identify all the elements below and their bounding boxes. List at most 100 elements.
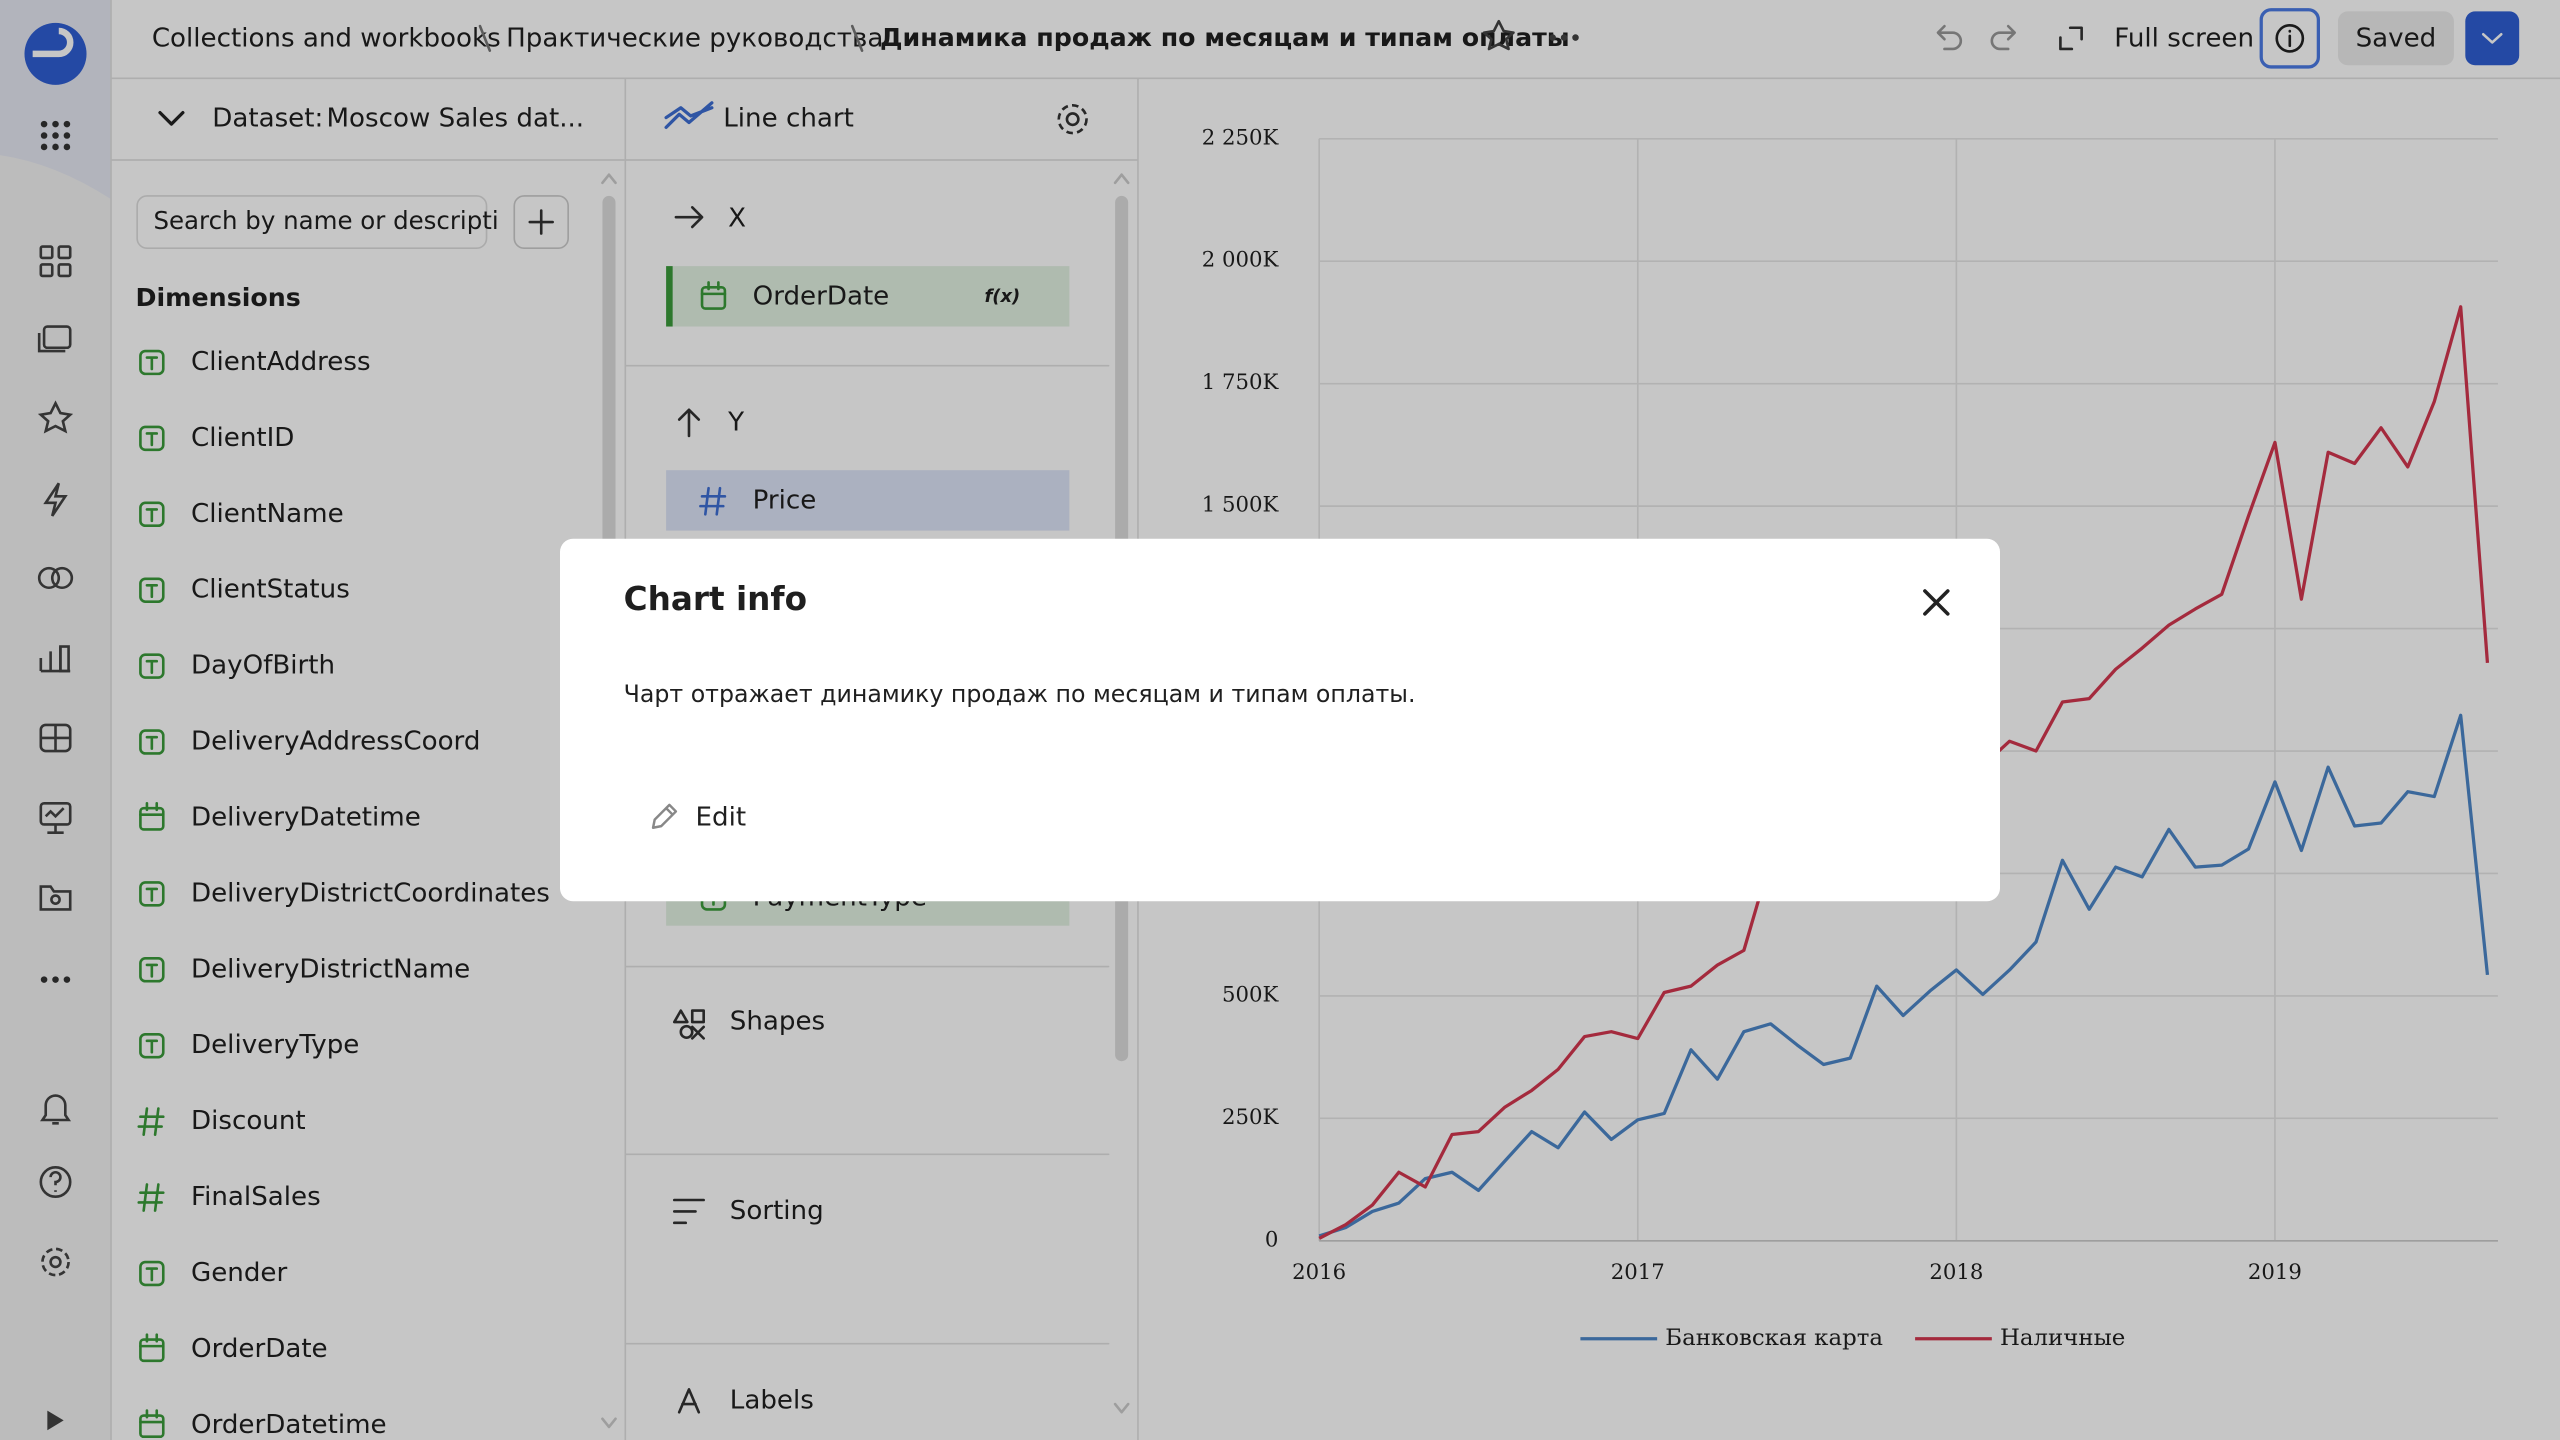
- close-button[interactable]: [1923, 589, 1950, 616]
- favorite-icon: [1482, 19, 1515, 51]
- visualization-name[interactable]: Line chart: [723, 104, 854, 134]
- edit-button[interactable]: Edit: [696, 802, 747, 832]
- fullscreen-icon: [2059, 26, 2083, 51]
- edit-icon: [651, 803, 678, 829]
- section-title[interactable]: Shapes: [730, 1007, 825, 1037]
- text-type-glyph: [145, 1267, 159, 1282]
- section-title[interactable]: Sorting: [730, 1196, 824, 1226]
- apps-icon: [40, 120, 71, 151]
- dataset-name[interactable]: Moscow Sales dat...: [327, 104, 585, 134]
- text-type-glyph: [145, 584, 159, 599]
- field-item[interactable]: DeliveryDistrictCoordinates: [191, 878, 550, 908]
- more-dot: [1572, 34, 1579, 41]
- save-menu-button[interactable]: [2465, 11, 2520, 66]
- collapse-icon: [158, 111, 185, 126]
- close-hit-area[interactable]: [1913, 580, 1959, 626]
- redo-icon: [1990, 24, 2016, 51]
- text-type-glyph: [145, 1039, 159, 1054]
- logo-mark: [32, 27, 74, 58]
- text-type-icon: [139, 349, 165, 376]
- section-title: Y: [727, 407, 744, 437]
- field-chip[interactable]: [666, 266, 1070, 327]
- scrollbar: [602, 195, 616, 572]
- sorting-icon: [672, 1198, 705, 1225]
- plus-icon: [528, 209, 554, 235]
- series-line: [1318, 713, 2490, 1238]
- y-tick-label: 500K: [1222, 982, 1280, 1007]
- field-item[interactable]: OrderDatetime: [191, 1410, 387, 1440]
- text-type-glyph: [145, 735, 159, 750]
- field-item[interactable]: DeliveryType: [191, 1030, 359, 1060]
- text-type-icon: [139, 501, 165, 528]
- text-type-glyph: [145, 963, 159, 978]
- field-item[interactable]: ClientStatus: [191, 575, 350, 605]
- field-item[interactable]: DeliveryAddressCoord: [191, 727, 480, 757]
- x-tick-label: 2019: [2248, 1260, 2302, 1285]
- text-type-icon: [139, 1260, 165, 1287]
- modal-title: Chart info: [624, 580, 807, 618]
- line-chart-icon: [664, 101, 714, 129]
- text-type-glyph: [145, 432, 159, 447]
- text-type-icon: [139, 577, 165, 603]
- breadcrumb-separator: [850, 24, 864, 52]
- breadcrumb[interactable]: Динамика продаж по месяцам и типам оплат…: [880, 23, 1570, 52]
- shapes-icon: [672, 1009, 705, 1040]
- number-type-icon: [137, 1183, 165, 1212]
- nav-rail: [0, 0, 112, 1440]
- section-title: X: [728, 203, 746, 233]
- field-chip-label[interactable]: Price: [753, 486, 817, 516]
- text-type-icon: [139, 1032, 165, 1059]
- settings-icon[interactable]: [1057, 104, 1088, 135]
- search-placeholder: Search by name or descripti: [153, 206, 498, 235]
- breadcrumb[interactable]: Collections and workbooks: [152, 24, 501, 54]
- text-type-glyph: [145, 659, 159, 674]
- section-title[interactable]: Labels: [730, 1385, 814, 1415]
- field-item[interactable]: Discount: [191, 1106, 306, 1136]
- field-chip-accent: [666, 266, 673, 327]
- date-type-glyph: [700, 281, 727, 296]
- date-type-icon: [139, 1338, 165, 1363]
- nav-expand: [47, 1410, 64, 1431]
- field-item[interactable]: OrderDate: [191, 1334, 328, 1364]
- x-tick-label: 2018: [1929, 1260, 1983, 1285]
- field-item[interactable]: DeliveryDistrictName: [191, 954, 470, 984]
- scroll-down: [1113, 1402, 1130, 1414]
- text-type-glyph: [145, 887, 159, 902]
- field-item[interactable]: FinalSales: [191, 1182, 321, 1212]
- more-dot: [1560, 34, 1568, 41]
- field-item[interactable]: Gender: [191, 1258, 287, 1288]
- breadcrumb-separator: [478, 24, 492, 52]
- date-type-icon: [139, 806, 165, 831]
- breadcrumb[interactable]: Практические руководства: [506, 24, 883, 54]
- field-item[interactable]: ClientID: [191, 423, 294, 453]
- date-type-icon: [700, 286, 727, 310]
- arrow-right-icon: [674, 206, 704, 229]
- text-type-icon: [139, 957, 165, 983]
- legend-label[interactable]: Наличные: [2000, 1325, 2125, 1351]
- date-type-icon: [139, 1414, 165, 1439]
- saved-button[interactable]: [2337, 11, 2454, 66]
- search-input[interactable]: [136, 195, 488, 249]
- field-item[interactable]: DeliveryDatetime: [191, 802, 421, 832]
- saved-label[interactable]: Saved: [2356, 24, 2437, 54]
- y-tick-label: 0: [1265, 1227, 1279, 1252]
- modal-text: Чарт отражает динамику продаж по месяцам…: [624, 680, 1416, 708]
- date-type-glyph: [139, 1333, 165, 1348]
- y-tick-label: 1 750K: [1202, 370, 1280, 395]
- settings-icon: [1065, 112, 1080, 127]
- field-chip[interactable]: [666, 470, 1070, 531]
- nav-more: [40, 976, 71, 983]
- text-type-glyph: [145, 356, 159, 371]
- fullscreen-label[interactable]: Full screen: [2114, 24, 2254, 54]
- nav-icons: [37, 245, 74, 1277]
- text-type-icon: [139, 425, 165, 452]
- legend-label[interactable]: Банковская карта: [1665, 1325, 1883, 1351]
- field-chip-label[interactable]: OrderDate: [753, 282, 890, 312]
- field-item[interactable]: DayOfBirth: [191, 651, 335, 681]
- field-item[interactable]: ClientAddress: [191, 347, 371, 377]
- date-type-glyph: [139, 1409, 165, 1424]
- chevron: [2481, 32, 2503, 44]
- text-type-icon: [139, 729, 165, 755]
- field-item[interactable]: ClientName: [191, 499, 344, 529]
